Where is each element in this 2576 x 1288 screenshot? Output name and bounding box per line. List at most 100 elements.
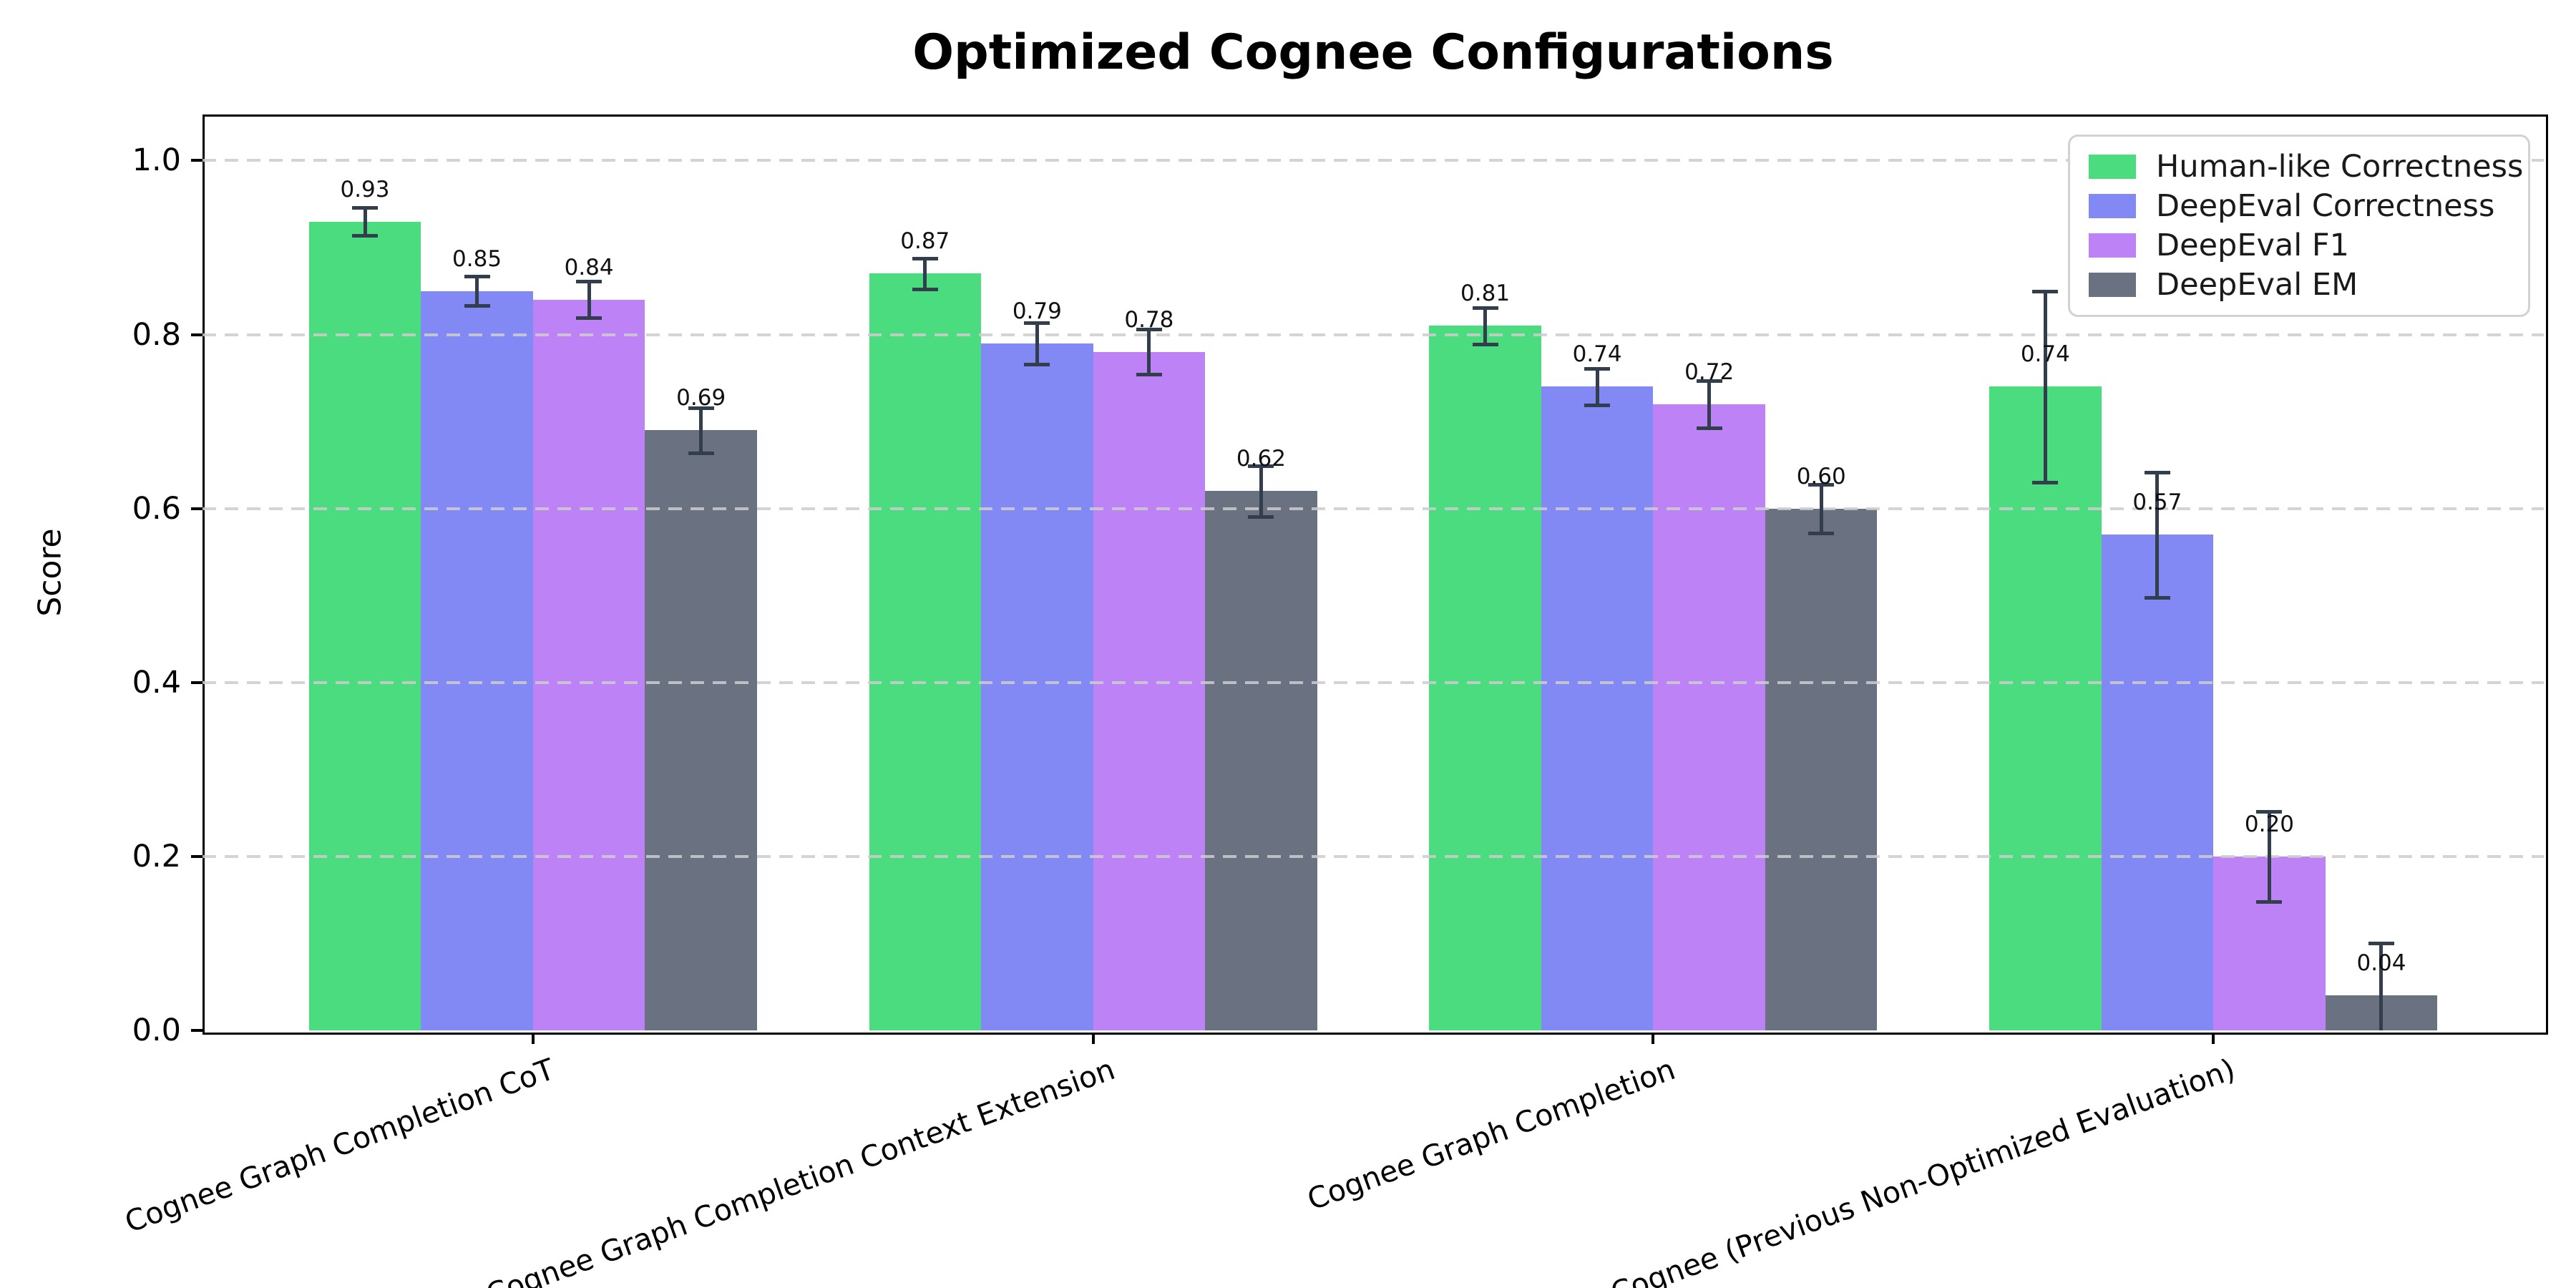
error-bar [2267, 811, 2271, 902]
y-axis-tick [191, 854, 203, 858]
error-bar [1483, 307, 1488, 344]
error-bar-cap [2144, 595, 2170, 600]
error-bar-cap [912, 256, 938, 260]
error-bar-cap [1584, 404, 1611, 407]
error-bar-cap [912, 288, 938, 292]
error-bar-cap [1248, 464, 1274, 469]
y-axis-tick [191, 680, 203, 684]
bar-human-like-correctness-g3 [1429, 326, 1541, 1030]
error-bar-cap [1696, 379, 1722, 383]
error-bar-cap [1696, 426, 1722, 430]
legend-item: DeepEval F1 [2089, 228, 2509, 263]
y-axis-tick [191, 1029, 203, 1032]
y-tick-label: 1.0 [132, 142, 181, 179]
bar-value-label: 0.04 [2356, 950, 2406, 977]
error-bar [923, 258, 927, 290]
bar-deepeval-correctness-g4 [2101, 535, 2214, 1030]
y-tick-label: 0.8 [132, 316, 181, 353]
error-bar [1259, 466, 1263, 517]
chart-title: Optimized Cognee Configurations [912, 24, 1834, 81]
error-bar [1819, 484, 1823, 533]
error-bar-cap [1808, 531, 1835, 535]
legend-swatch [2089, 273, 2136, 298]
bar-value-label: 0.57 [2132, 489, 2182, 516]
gridline [203, 333, 2544, 336]
x-tick-label: Cognee (Previous Non-Optimized Evaluatio… [1606, 1052, 2240, 1288]
x-axis-tick [531, 1033, 535, 1044]
legend-label: Human-like Correctness [2156, 148, 2524, 185]
bar-deepeval-f1-g1 [532, 299, 645, 1030]
error-bar-cap [464, 304, 490, 308]
y-tick-label: 0.4 [132, 664, 181, 701]
y-axis-tick [191, 507, 203, 510]
error-bar-cap [464, 275, 490, 279]
legend-swatch [2089, 154, 2136, 179]
y-tick-label: 0.0 [132, 1013, 181, 1048]
error-bar-cap [1136, 373, 1162, 377]
y-axis-label: Score [31, 528, 69, 617]
error-bar-cap [1472, 342, 1498, 346]
error-bar [475, 276, 479, 306]
error-bar-cap [352, 233, 378, 238]
x-axis-tick [2212, 1033, 2215, 1044]
legend-label: DeepEval Correctness [2156, 187, 2495, 224]
bar-value-label: 0.87 [900, 228, 950, 255]
error-bar-cap [2144, 470, 2170, 474]
bar-deepeval-f1-g2 [1093, 351, 1206, 1030]
error-bar [2379, 943, 2384, 1030]
legend-swatch [2089, 193, 2136, 218]
error-bar [1595, 368, 1599, 405]
error-bar-cap [1472, 306, 1498, 310]
error-bar [363, 208, 367, 235]
error-bar-cap [688, 406, 714, 410]
bar-value-label: 0.84 [564, 254, 614, 280]
error-bar [1035, 322, 1039, 364]
error-bar-cap [1136, 328, 1162, 332]
legend-item: Human-like Correctness [2089, 149, 2523, 185]
gridline [203, 159, 2544, 162]
x-axis-tick [1652, 1033, 1655, 1044]
error-bar-cap [1808, 482, 1835, 487]
y-axis-tick [191, 333, 203, 336]
y-tick-label: 0.2 [132, 838, 181, 874]
error-bar-cap [2032, 481, 2059, 485]
error-bar [587, 281, 591, 318]
error-bar-cap [2368, 942, 2394, 946]
error-bar-cap [1248, 514, 1274, 519]
error-bar-cap [2256, 809, 2283, 814]
gridline [203, 854, 2544, 858]
error-bar-cap [576, 280, 602, 284]
bar-deepeval-f1-g3 [1653, 404, 1765, 1030]
legend-label: DeepEval F1 [2156, 228, 2349, 264]
bar-deepeval-em-g1 [645, 430, 757, 1030]
legend-item: DeepEval Correctness [2089, 188, 2509, 224]
bar-value-label: 0.20 [2244, 811, 2294, 837]
error-bar-cap [1584, 366, 1611, 371]
error-bar-cap [2256, 900, 2283, 904]
bar-value-label: 0.74 [2020, 341, 2070, 368]
bar-value-label: 0.85 [452, 245, 502, 272]
bar-value-label: 0.72 [1684, 358, 1735, 385]
error-bar-cap [1024, 362, 1050, 366]
legend-label: DeepEval EM [2156, 267, 2358, 303]
error-bar-cap [1024, 321, 1050, 325]
bar-value-label: 0.62 [1236, 446, 1286, 472]
x-tick-label: Cognee Graph Completion [1302, 1052, 1679, 1217]
error-bar-cap [352, 206, 378, 210]
gridline [203, 680, 2544, 684]
bar-value-label: 0.78 [1124, 306, 1174, 333]
legend-swatch [2089, 233, 2136, 258]
y-axis-tick [191, 159, 203, 162]
bar-human-like-correctness-g2 [869, 273, 982, 1030]
error-bar [699, 407, 703, 453]
error-bar [1707, 380, 1712, 428]
bar-value-label: 0.60 [1796, 463, 1846, 489]
error-bar [2043, 291, 2047, 483]
legend-item: DeepEval EM [2089, 267, 2509, 303]
x-tick-label: Cognee Graph Completion CoT [120, 1052, 560, 1240]
error-bar [1147, 329, 1151, 375]
bar-value-label: 0.74 [1572, 341, 1622, 368]
bar-deepeval-correctness-g3 [1541, 386, 1654, 1030]
error-bar-cap [576, 316, 602, 321]
